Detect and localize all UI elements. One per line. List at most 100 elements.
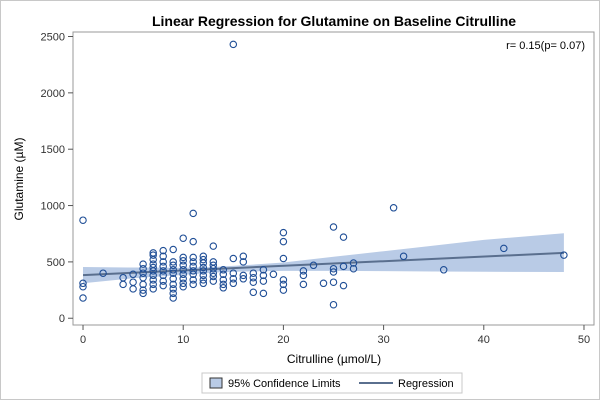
data-point	[199, 259, 208, 267]
plot-border	[72, 31, 595, 326]
data-point	[209, 269, 218, 277]
data-point	[189, 270, 197, 279]
data-point	[79, 294, 87, 302]
x-tick-label: 10	[177, 334, 189, 346]
data-point	[149, 280, 157, 289]
data-point	[209, 264, 218, 273]
x-tick-label: 0	[80, 334, 86, 346]
data-point	[299, 271, 308, 280]
data-point	[169, 258, 177, 266]
data-point	[329, 268, 338, 276]
data-point	[349, 264, 358, 273]
data-point	[279, 254, 288, 263]
data-point	[339, 233, 348, 241]
data-point	[399, 252, 408, 261]
data-point	[329, 223, 338, 231]
data-point	[199, 271, 208, 280]
data-point	[219, 280, 228, 289]
data-point	[299, 267, 308, 275]
data-point	[500, 244, 508, 253]
data-point	[169, 280, 177, 289]
data-point	[319, 279, 328, 288]
data-point	[189, 280, 197, 289]
data-point	[149, 251, 157, 259]
data-point	[149, 285, 157, 293]
y-tick-label: 2500	[41, 32, 65, 44]
x-tick-label: 20	[277, 334, 289, 346]
regression-line	[82, 251, 564, 277]
data-point	[159, 246, 167, 255]
chart-title: Linear Regression for Glutamine on Basel…	[152, 13, 516, 29]
data-point	[99, 269, 107, 277]
data-point	[279, 286, 288, 294]
data-point	[259, 289, 268, 298]
data-point	[209, 261, 218, 270]
data-point	[179, 275, 187, 283]
data-point	[179, 253, 187, 262]
data-point	[259, 266, 268, 274]
x-tick-label: 40	[478, 334, 490, 346]
data-point	[119, 280, 127, 289]
data-point	[179, 266, 187, 274]
data-point	[159, 262, 167, 271]
data-point	[239, 275, 248, 283]
data-point	[239, 271, 248, 280]
data-point	[229, 275, 238, 283]
data-point	[189, 267, 197, 275]
data-point	[159, 258, 167, 266]
legend-box	[201, 372, 463, 394]
data-point	[229, 279, 238, 288]
data-point	[169, 269, 177, 277]
data-point	[209, 277, 218, 285]
data-point	[139, 286, 147, 294]
y-tick-label: 1000	[41, 201, 65, 213]
data-point	[229, 40, 238, 49]
data-point	[79, 216, 87, 224]
data-point	[219, 276, 228, 284]
data-point	[139, 264, 147, 273]
data-point	[239, 258, 248, 266]
data-point	[249, 288, 258, 297]
data-point	[199, 279, 208, 288]
data-point	[199, 267, 208, 275]
data-point	[329, 300, 338, 309]
data-point	[299, 280, 308, 289]
data-point	[149, 255, 157, 264]
legend-band-swatch	[209, 377, 223, 389]
data-point	[129, 270, 137, 279]
data-point	[169, 266, 177, 274]
data-point	[199, 263, 208, 272]
data-point	[159, 271, 167, 280]
correlation-annotation: r= 0.15(p= 0.07)	[506, 40, 585, 52]
data-point	[279, 280, 288, 289]
data-point	[149, 267, 157, 275]
data-point	[259, 271, 268, 280]
data-point	[189, 237, 197, 246]
data-point	[179, 282, 187, 291]
data-point	[560, 251, 568, 259]
data-point	[219, 270, 228, 279]
legend: 95% Confidence Limits Regression	[201, 372, 463, 394]
data-point	[279, 237, 288, 246]
data-point	[439, 266, 448, 274]
regression-layer	[82, 251, 564, 277]
data-point	[179, 279, 187, 288]
data-point	[199, 255, 208, 264]
data-point	[329, 278, 338, 286]
data-point	[269, 270, 278, 279]
data-point	[159, 277, 167, 285]
x-axis-label: Citrulline (µmol/L)	[287, 352, 381, 366]
data-point	[159, 281, 167, 290]
data-point	[139, 260, 147, 268]
data-point	[179, 270, 187, 279]
data-point	[229, 254, 238, 263]
data-point	[249, 273, 258, 282]
data-point	[279, 228, 288, 237]
data-point	[139, 269, 147, 277]
data-point	[139, 280, 147, 289]
data-point	[169, 294, 177, 302]
data-point	[189, 253, 197, 262]
data-point	[159, 252, 167, 261]
